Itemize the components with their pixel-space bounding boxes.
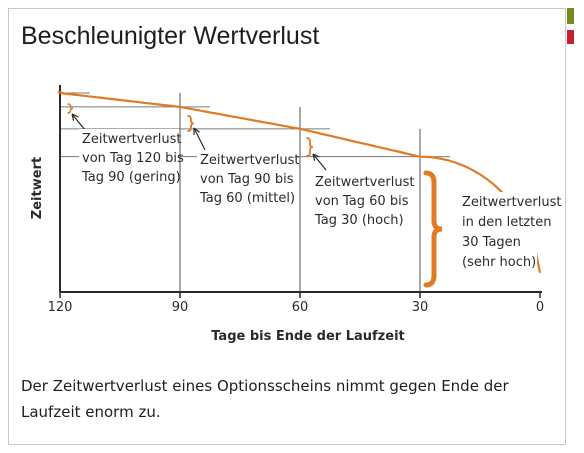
annotation-line: von Tag 120 bis <box>82 151 184 166</box>
brace-last-30 <box>423 170 443 288</box>
annotation-line: Tag 60 (mittel) <box>199 191 295 206</box>
x-tick-label: 30 <box>412 300 429 315</box>
annotation-backing <box>197 150 297 209</box>
page-title: Beschleunigter Wertverlust <box>21 22 320 50</box>
x-tick-label: 90 <box>172 300 189 315</box>
x-tick-label: 120 <box>48 300 73 315</box>
annotation-line: (sehr hoch) <box>462 255 536 270</box>
annotation-backing <box>79 129 179 188</box>
annotation-line: von Tag 90 bis <box>200 172 294 187</box>
annotation-line: Tag 90 (gering) <box>81 170 181 185</box>
x-tick-label: 60 <box>292 300 309 315</box>
y-axis-label: Zeitwert <box>30 157 45 219</box>
annotation-line: Zeitwertverlust <box>315 175 414 190</box>
annotation-line: Zeitwertverlust <box>82 132 181 147</box>
accent-bar-green <box>567 8 574 24</box>
annotation-line: in den letzten <box>462 215 551 230</box>
annotation-line: Zeitwertverlust <box>200 153 299 168</box>
arrow-annotation-3-head <box>312 153 320 161</box>
x-axis-label: Tage bis Ende der Laufzeit <box>211 329 405 344</box>
brace-90-60 <box>187 115 195 132</box>
annotation-line: Tag 30 (hoch) <box>314 213 404 228</box>
annotation-backing <box>312 172 412 231</box>
arrow-annotation-3 <box>312 153 327 171</box>
arrow-annotation-1-head <box>71 113 79 121</box>
x-tick-label: 0 <box>536 300 544 315</box>
arrow-annotation-2-head <box>193 127 200 136</box>
caption-text: Der Zeitwertverlust eines Optionsscheins… <box>21 377 509 421</box>
arrow-annotation-1 <box>71 113 86 131</box>
accent-bar-red <box>567 30 574 44</box>
arrow-annotation-2 <box>193 127 206 151</box>
annotation-line: Zeitwertverlust <box>462 195 561 210</box>
time-value-curve <box>57 90 542 274</box>
brace-60-30 <box>306 137 314 157</box>
annotation-line: 30 Tagen <box>462 235 521 250</box>
brace-120-90 <box>67 103 74 114</box>
annotation-backing <box>459 192 537 274</box>
annotation-line: von Tag 60 bis <box>315 194 409 209</box>
